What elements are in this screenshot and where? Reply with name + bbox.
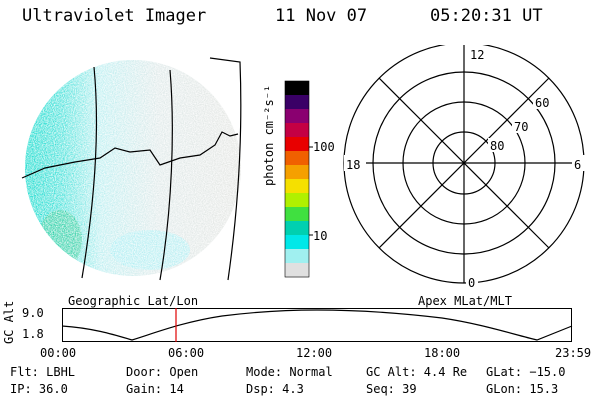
- mlat-label-70: 70: [514, 120, 528, 134]
- colorbar-cell: [285, 235, 309, 250]
- time-tick-4: 23:59: [555, 346, 592, 360]
- colorbar-cell: [285, 193, 309, 208]
- mlat-label-60: 60: [535, 96, 549, 110]
- filter-value: Flt: LBHL: [10, 365, 76, 379]
- geographic-label: Geographic Lat/Lon: [68, 294, 199, 308]
- instrument-title: Ultraviolet Imager: [22, 6, 207, 26]
- colorbar-cell: [285, 109, 309, 124]
- observation-date: 11 Nov 07: [275, 6, 368, 26]
- colorbar-cell: [285, 179, 309, 194]
- mlt-label-18: 18: [346, 158, 360, 172]
- gain-value: Gain: 14: [126, 382, 184, 396]
- colorbar-cell: [285, 263, 309, 278]
- mlt-label-12: 12: [470, 48, 484, 62]
- colorbar-label: photon cm⁻²s⁻¹: [262, 84, 276, 186]
- time-tick-2: 12:00: [296, 346, 333, 360]
- time-tick-1: 06:00: [168, 346, 205, 360]
- auroral-disk: [25, 60, 241, 276]
- polar-diagonal-2: [378, 77, 550, 249]
- colorbar-cell: [285, 151, 309, 166]
- colorbar-cell: [285, 165, 309, 180]
- mlt-label-6: 6: [574, 158, 581, 172]
- mode-value: Mode: Normal: [246, 365, 333, 379]
- polar-plot: 12 18 6 0 60 70 80: [343, 45, 588, 290]
- gc-alt-curve: [62, 309, 573, 341]
- colorbar-cells: [285, 81, 309, 278]
- colorbar-cell: [285, 207, 309, 222]
- apex-label: Apex MLat/MLT: [418, 294, 512, 308]
- colorbar-tick-100: 100: [313, 140, 335, 154]
- door-status: Door: Open: [126, 365, 199, 379]
- colorbar-cell: [285, 81, 309, 96]
- seq-value: Seq: 39: [366, 382, 417, 396]
- gc-alt-timeline: [62, 308, 573, 342]
- gc-alt-axis-label: GC Alt: [2, 300, 16, 344]
- colorbar-cell: [285, 137, 309, 152]
- glat-value: GLat: −15.0: [486, 365, 566, 379]
- time-tick-0: 00:00: [40, 346, 77, 360]
- colorbar-cell: [285, 123, 309, 138]
- gc-alt-min: 1.8: [22, 327, 44, 341]
- gc-alt-max: 9.0: [22, 306, 44, 320]
- colorbar-cell: [285, 221, 309, 236]
- auroral-image: [21, 57, 242, 281]
- gc-alt-value: GC Alt: 4.4 Re: [366, 365, 468, 379]
- observation-time: 05:20:31 UT: [430, 6, 543, 26]
- colorbar-tick-10: 10: [313, 229, 328, 243]
- ip-value: IP: 36.0: [10, 382, 68, 396]
- colorbar-cell: [285, 95, 309, 110]
- geographic-grid: [21, 57, 242, 281]
- time-tick-3: 18:00: [424, 346, 461, 360]
- mlat-label-80: 80: [490, 139, 504, 153]
- colorbar-cell: [285, 249, 309, 264]
- dsp-value: Dsp: 4.3: [246, 382, 304, 396]
- color-scale-bar: [284, 80, 313, 278]
- glon-value: GLon: 15.3: [486, 382, 559, 396]
- mlt-label-0: 0: [468, 276, 475, 290]
